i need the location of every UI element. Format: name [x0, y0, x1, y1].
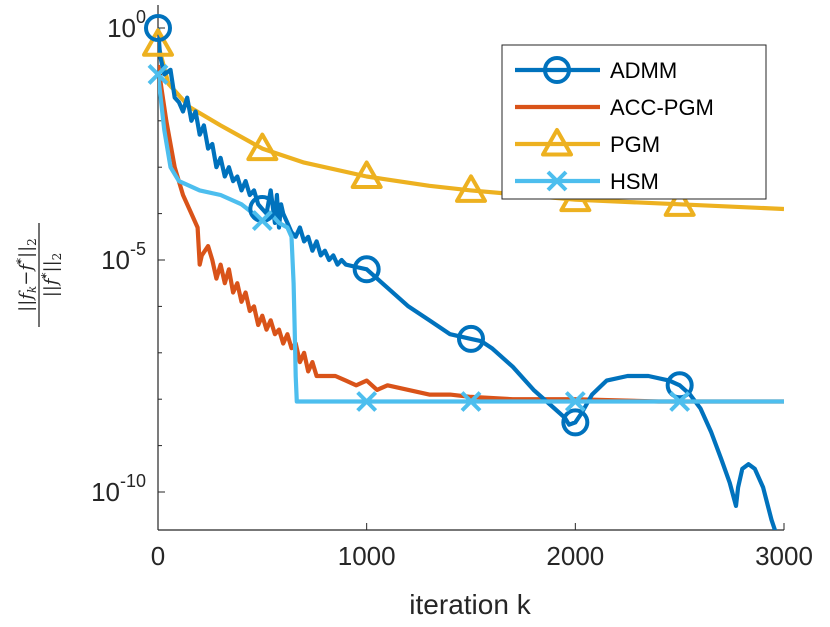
y-tick-label: 10-5 — [101, 239, 146, 275]
ylabel-den-sub: 2 — [50, 253, 64, 261]
marker-admm — [144, 14, 172, 42]
ylabel-minus: − — [16, 271, 37, 286]
legend-marker-hsm — [546, 170, 568, 192]
marker-admm — [561, 408, 590, 437]
svg-text:||fk−f*||2: ||fk−f*||2 — [14, 238, 39, 312]
legend-label-acc-pgm: ACC-PGM — [610, 95, 714, 120]
series-line-admm — [158, 27, 778, 530]
series-layer — [158, 27, 784, 530]
ylabel-num-sub: 2 — [25, 238, 39, 246]
series-line-hsm — [158, 74, 784, 404]
legend-label-pgm: PGM — [610, 132, 660, 157]
y-tick-exponent: -10 — [120, 471, 146, 491]
y-tick-exponent: 0 — [136, 7, 146, 27]
marker-pgm — [246, 132, 279, 162]
legend-marker-pgm — [541, 128, 573, 157]
ylabel-bars-left: || — [16, 300, 37, 312]
y-tick-base: 10 — [101, 245, 130, 275]
y-axis-label: ||fk−f*||2 ||f*||2 — [14, 223, 64, 327]
x-tick-label: 1000 — [338, 541, 396, 571]
marker-hsm — [669, 391, 691, 412]
legend-marker-admm — [543, 56, 571, 84]
legend: ADMM ACC-PGM PGM HSM — [501, 44, 767, 200]
marker-hsm — [356, 391, 378, 412]
marker-admm — [457, 324, 485, 353]
ylabel-den-star: * — [39, 272, 53, 278]
ylabel-den-bars-right: || — [41, 260, 62, 272]
marker-hsm — [251, 210, 273, 231]
y-tick-exponent: -5 — [130, 239, 146, 259]
svg-text:||f*||2: ||f*||2 — [39, 253, 64, 298]
y-tick-label: 100 — [107, 7, 146, 43]
marker-layer — [142, 14, 696, 437]
marker-pgm — [142, 28, 174, 57]
y-tick-base: 10 — [107, 13, 136, 43]
series-line-acc-pgm — [158, 64, 784, 404]
marker-pgm — [455, 174, 487, 203]
marker-hsm — [564, 391, 586, 412]
x-tick-label: 3000 — [755, 541, 813, 571]
y-tick-base: 10 — [91, 477, 120, 507]
x-tick-label: 2000 — [546, 541, 604, 571]
ylabel-bars-right: || — [16, 246, 37, 258]
legend-label-hsm: HSM — [610, 169, 659, 194]
marker-admm — [352, 255, 381, 284]
ylabel-den-bars-left: || — [41, 285, 62, 297]
marker-hsm — [147, 63, 169, 85]
marker-pgm — [663, 188, 696, 217]
marker-admm — [665, 371, 694, 400]
ylabel-num-k: k — [25, 286, 39, 293]
marker-pgm — [350, 160, 383, 189]
ylabel-num-star: * — [14, 258, 28, 264]
legend-label-admm: ADMM — [610, 58, 677, 83]
x-tick-label: 0 — [151, 541, 165, 571]
marker-hsm — [460, 391, 482, 412]
x-axis-label: iteration k — [409, 589, 531, 620]
y-tick-label: 10-10 — [91, 471, 146, 507]
